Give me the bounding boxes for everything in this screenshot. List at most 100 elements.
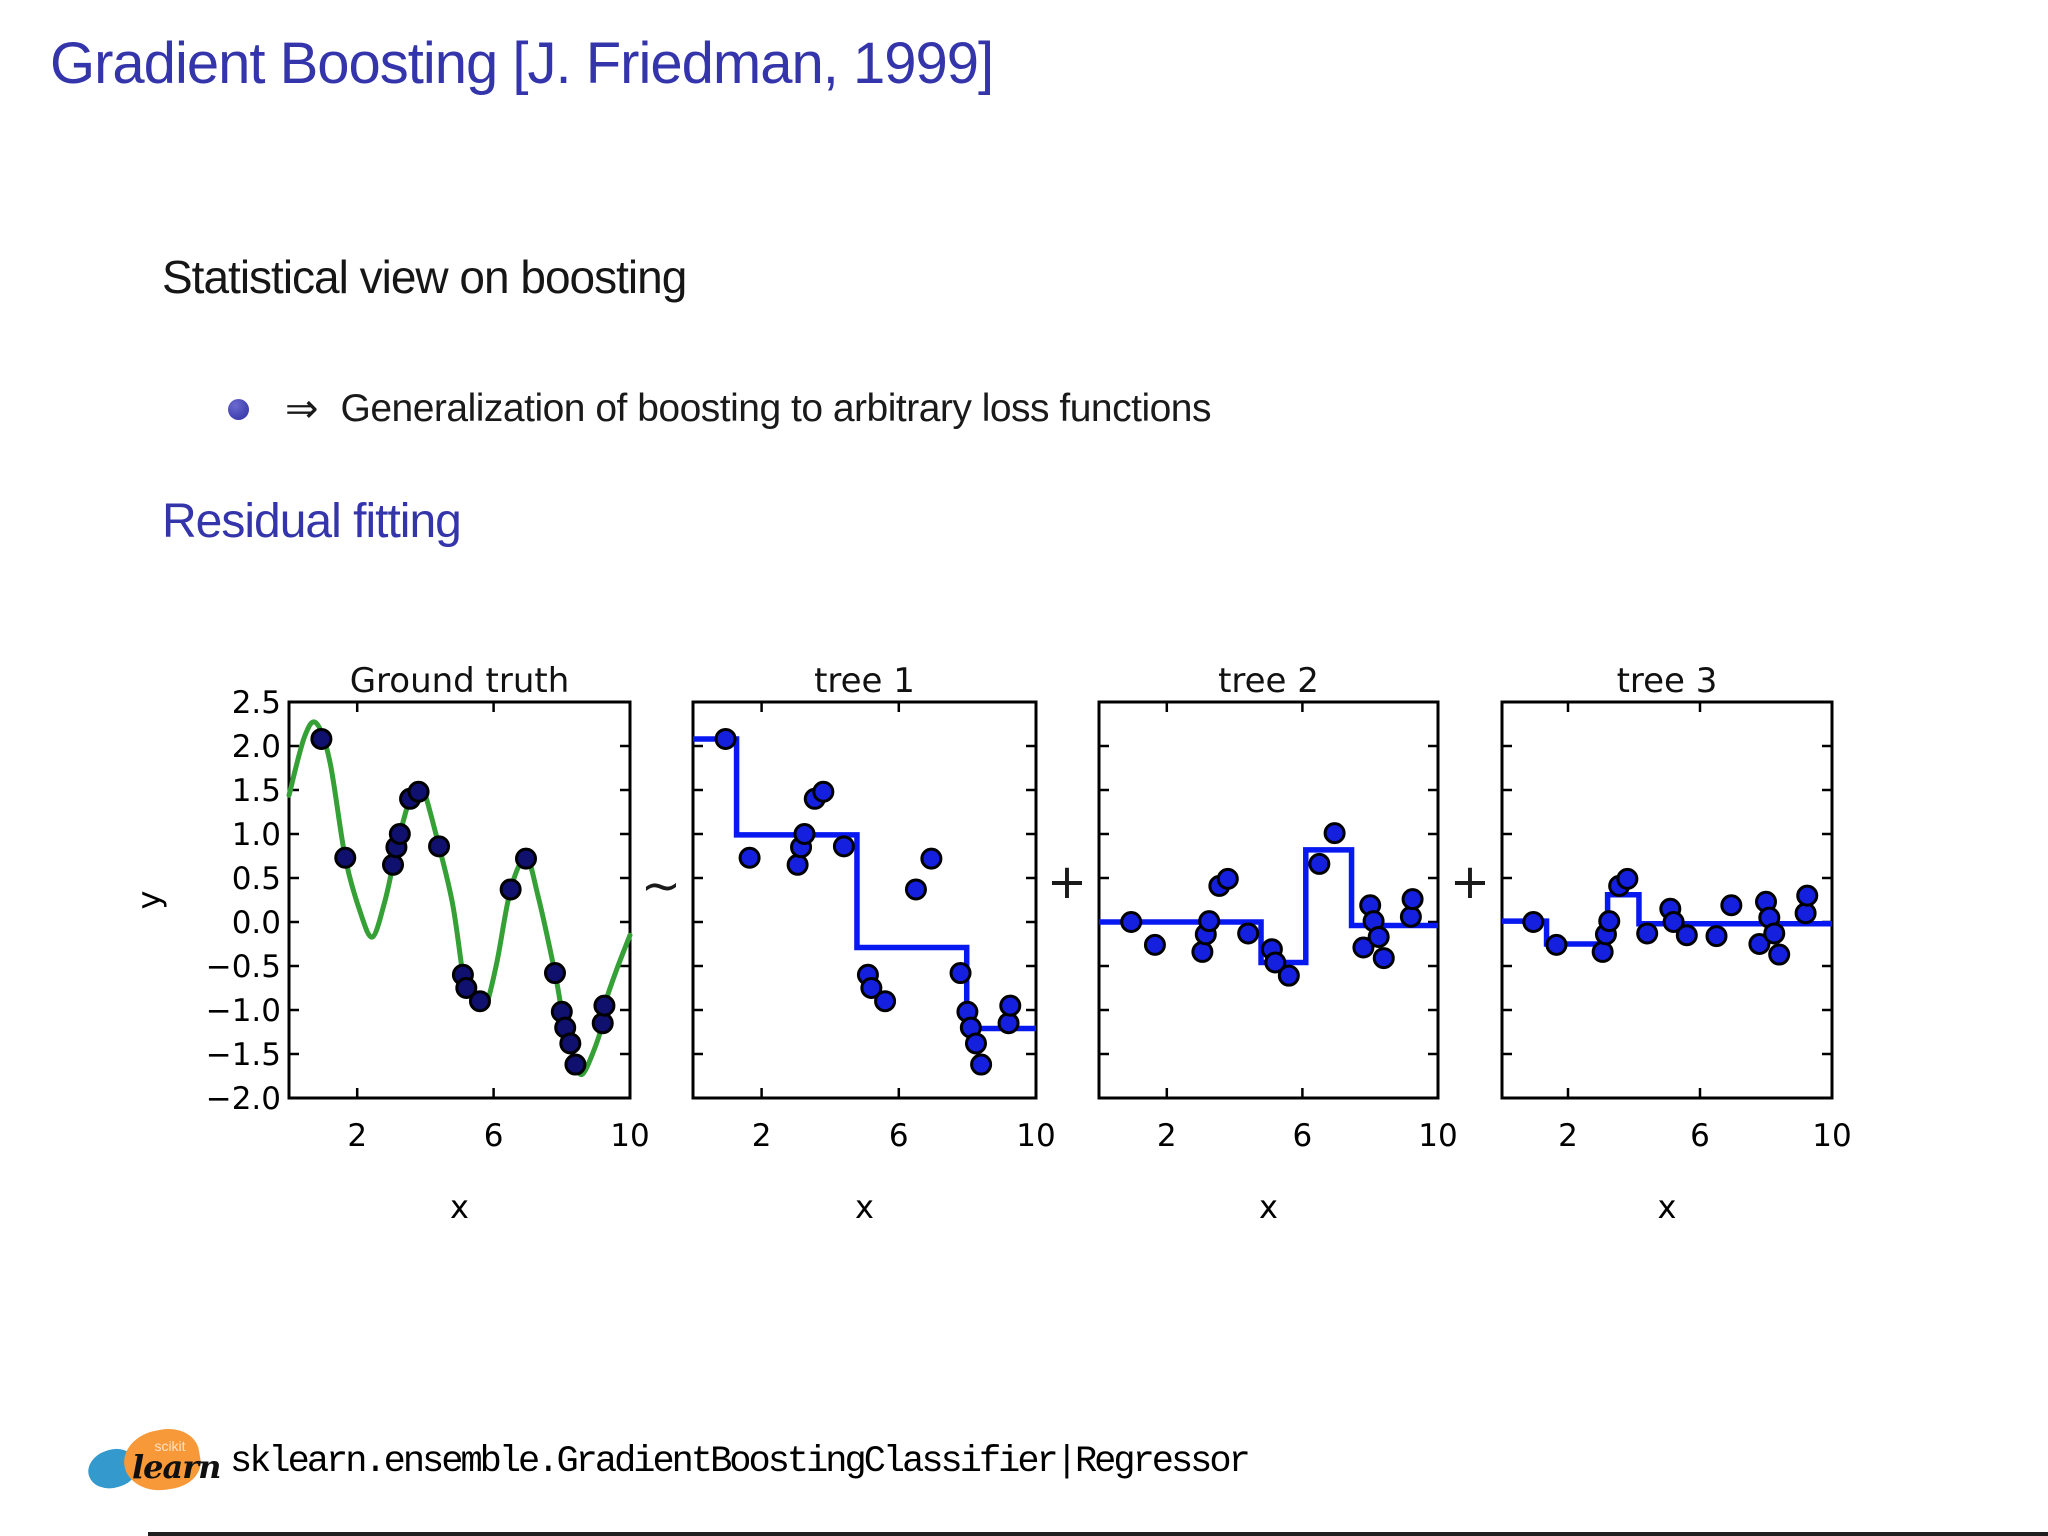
data-point	[832, 835, 855, 858]
data-point	[1372, 947, 1395, 970]
x-tick-label: 10	[1016, 1118, 1055, 1154]
scatter-points	[310, 727, 616, 1076]
y-tick-label: 0.5	[232, 861, 281, 897]
data-point	[334, 846, 357, 869]
plus-operator: +	[1047, 854, 1087, 910]
section-heading: Residual fitting	[162, 495, 462, 548]
data-point	[1763, 922, 1786, 945]
x-axis-label: x	[450, 1188, 469, 1226]
scatter-points	[1120, 822, 1424, 987]
data-point	[874, 990, 897, 1013]
x-tick-label: 10	[1418, 1118, 1457, 1154]
y-tick-label: 1.5	[232, 773, 281, 809]
data-point	[1323, 822, 1346, 845]
data-point	[1591, 940, 1614, 963]
plot-frame	[1097, 700, 1440, 1100]
data-point	[1399, 905, 1422, 928]
data-point	[1545, 933, 1568, 956]
plot-tree-2: tree 2 2 6 10 x	[1097, 661, 1458, 1226]
plot-ground-truth: Ground truth 2 6 10 2.5 2.0 1.5 1.0 0.5 0.0 −0.5 −1…	[130, 661, 650, 1226]
x-tick-label: 6	[1690, 1118, 1710, 1154]
x-tick-label: 2	[1558, 1118, 1578, 1154]
data-point	[714, 727, 737, 750]
data-point	[1662, 911, 1685, 933]
scatter-points	[714, 727, 1022, 1076]
data-point	[1401, 888, 1424, 911]
data-point	[1768, 943, 1791, 966]
data-point	[793, 823, 816, 845]
data-point	[543, 962, 566, 985]
x-axis-label: x	[1259, 1188, 1278, 1226]
plot-tree-3: tree 3 2 6 10 x	[1500, 661, 1852, 1226]
data-point	[812, 780, 835, 803]
data-point	[559, 1032, 582, 1055]
data-point	[1143, 933, 1166, 956]
data-point	[428, 835, 451, 858]
slide-bottom-edge	[148, 1532, 2048, 1536]
data-point	[1120, 911, 1143, 933]
x-tick-label: 10	[610, 1118, 649, 1154]
data-point	[904, 878, 927, 901]
data-point	[1237, 922, 1260, 945]
data-point	[1636, 922, 1659, 945]
y-tick-label: 2.5	[232, 685, 281, 721]
axis-ticks	[1099, 700, 1440, 1100]
data-point	[964, 1032, 987, 1055]
data-point	[1264, 951, 1287, 974]
data-point	[1675, 924, 1698, 947]
data-point	[1277, 964, 1300, 987]
plot-tree-1: tree 1 2 6 10 x	[691, 661, 1056, 1226]
data-point	[1367, 925, 1390, 948]
y-tick-label: 0.0	[232, 905, 281, 941]
data-point	[1794, 902, 1817, 925]
x-tick-label: 6	[484, 1118, 504, 1154]
data-point	[591, 1012, 614, 1035]
plot-frame	[287, 700, 632, 1100]
data-point	[499, 878, 522, 901]
plot-title: Ground truth	[350, 661, 570, 701]
data-point	[468, 990, 491, 1013]
bullet-item: ⇒ Generalization of boosting to arbitrar…	[228, 386, 1212, 432]
data-point	[1216, 867, 1239, 890]
data-point	[455, 977, 478, 999]
slide-title: Gradient Boosting [J. Friedman, 1999]	[50, 31, 994, 96]
scikit-learn-logo: scikit learn	[83, 1423, 234, 1500]
plus-operator: +	[1450, 854, 1490, 910]
data-point	[920, 847, 943, 870]
scatter-points	[1522, 867, 1819, 966]
data-point	[1522, 911, 1545, 933]
x-tick-label: 2	[752, 1118, 772, 1154]
y-tick-label: −0.5	[206, 949, 281, 985]
data-point	[1720, 894, 1743, 917]
data-point	[738, 846, 761, 869]
logo-scikit-text: scikit	[154, 1438, 186, 1454]
axis-ticks	[289, 700, 632, 1100]
data-point	[1191, 940, 1214, 963]
footer-code: sklearn.ensemble.GradientBoostingClassif…	[230, 1441, 1251, 1483]
logo-learn-text: learn	[132, 1448, 221, 1486]
data-point	[949, 962, 972, 985]
plot-title: tree 3	[1617, 661, 1718, 701]
data-point	[1616, 867, 1639, 890]
x-axis-label: x	[855, 1188, 874, 1226]
y-tick-label: −1.0	[206, 993, 281, 1029]
data-point	[1705, 925, 1728, 948]
y-tick-label: 2.0	[232, 729, 281, 765]
plot-title: tree 2	[1218, 661, 1319, 701]
y-axis-label: y	[130, 891, 168, 910]
plot-title: tree 1	[814, 661, 915, 701]
implies-arrow-icon: ⇒	[285, 387, 319, 431]
block-heading: Statistical view on boosting	[162, 251, 687, 303]
data-point	[860, 977, 883, 999]
plot-frame	[1500, 700, 1834, 1100]
x-tick-label: 2	[1157, 1118, 1177, 1154]
tree-step-function	[1099, 847, 1438, 966]
data-point	[593, 994, 616, 1017]
x-tick-label: 10	[1812, 1118, 1851, 1154]
data-point	[999, 994, 1022, 1017]
y-tick-label: 1.0	[232, 817, 281, 853]
ground-truth-curve	[286, 719, 633, 1077]
data-point	[407, 780, 430, 803]
y-tick-label: −1.5	[206, 1037, 281, 1073]
